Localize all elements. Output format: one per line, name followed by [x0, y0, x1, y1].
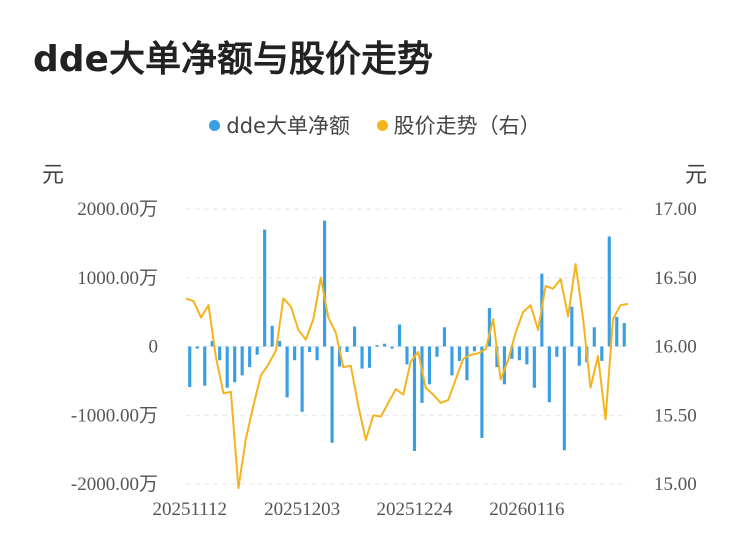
- dde-bar: [532, 346, 536, 388]
- dde-bar: [525, 346, 529, 365]
- dde-bar: [555, 346, 559, 357]
- x-axis-tick: 20251203: [264, 499, 340, 520]
- dde-bar: [442, 327, 447, 347]
- right-axis-tick: 17.00: [654, 199, 697, 220]
- dde-bar: [270, 325, 274, 347]
- dde-bar: [278, 341, 282, 347]
- dde-bar: [397, 324, 402, 347]
- dde-bar: [210, 341, 214, 347]
- legend-bar-swatch: [209, 120, 221, 131]
- chart-title: dde大单净额与股价走势: [33, 39, 433, 80]
- dde-bar: [285, 346, 289, 398]
- left-axis-tick: -2000.00万: [71, 474, 158, 495]
- dde-bar: [435, 346, 439, 357]
- dde-bar: [427, 346, 432, 385]
- dde-bar: [570, 306, 574, 347]
- dde-bar: [502, 346, 506, 385]
- price-line: [185, 263, 629, 490]
- dde-bar: [203, 346, 207, 386]
- dde-bar: [517, 346, 521, 361]
- x-axis-tick: 20251112: [152, 499, 227, 520]
- dde-bar: [577, 346, 581, 366]
- dde-bar: [338, 346, 342, 367]
- dde-bar: [255, 346, 259, 355]
- legend-line-label: 股价走势（右）: [393, 114, 541, 138]
- dde-bar: [375, 345, 379, 347]
- dde-bar: [195, 346, 199, 349]
- dde-bar: [233, 346, 237, 383]
- right-axis-tick: 15.00: [654, 474, 697, 495]
- legend: dde大单净额 股价走势（右）: [0, 110, 750, 140]
- left-axis-unit: 元: [42, 163, 65, 188]
- legend-bar-label: dde大单净额: [226, 114, 350, 138]
- dde-bar: [480, 346, 484, 438]
- right-axis-unit: 元: [685, 163, 708, 188]
- dde-bar: [405, 346, 409, 365]
- dde-bar: [367, 346, 372, 368]
- dde-bar: [457, 346, 462, 361]
- right-axis-tick: 15.50: [654, 405, 697, 426]
- legend-item-line[interactable]: 股价走势（右）: [376, 110, 541, 140]
- legend-item-bar[interactable]: dde大单净额: [209, 110, 350, 140]
- left-axis-tick: 2000.00万: [77, 199, 158, 220]
- dde-bar: [323, 220, 327, 347]
- dde-bar: [390, 346, 394, 349]
- dde-bar: [562, 346, 566, 451]
- x-axis-tick: 20260116: [489, 499, 564, 520]
- dde-bar: [600, 346, 604, 361]
- dde-bar: [607, 236, 611, 347]
- dde-bar: [510, 346, 514, 359]
- dde-bar: [240, 346, 244, 376]
- dde-bar: [315, 346, 319, 361]
- dde-bar: [547, 346, 551, 403]
- dde-bar: [622, 323, 626, 347]
- x-axis-tick: 20251224: [376, 499, 453, 520]
- legend-line-swatch: [376, 120, 388, 131]
- dde-bar: [487, 308, 491, 347]
- dde-bar: [615, 316, 619, 347]
- dde-bar: [263, 229, 267, 347]
- left-axis-tick: -1000.00万: [71, 405, 158, 426]
- dde-bar: [465, 346, 469, 381]
- dde-bar: [412, 346, 417, 451]
- dde-bar: [248, 346, 252, 368]
- right-axis-tick: 16.00: [654, 337, 697, 358]
- dde-bar: [225, 346, 229, 388]
- dde-bar: [330, 346, 334, 443]
- dde-bar: [188, 346, 192, 388]
- dde-bar: [472, 346, 476, 352]
- dde-bar: [352, 326, 357, 347]
- dde-bar: [450, 346, 454, 376]
- dde-bar: [592, 327, 596, 347]
- right-axis-tick: 16.50: [654, 268, 697, 289]
- dde-bar: [293, 346, 297, 361]
- dde-bar: [300, 346, 304, 412]
- dde-bar: [382, 343, 387, 347]
- dde-bar: [345, 346, 349, 352]
- dde-bar: [218, 346, 222, 361]
- left-axis-tick: 1000.00万: [77, 268, 158, 289]
- left-axis-tick: 0: [149, 337, 159, 358]
- dde-bar: [360, 346, 364, 369]
- dde-bar: [308, 346, 312, 352]
